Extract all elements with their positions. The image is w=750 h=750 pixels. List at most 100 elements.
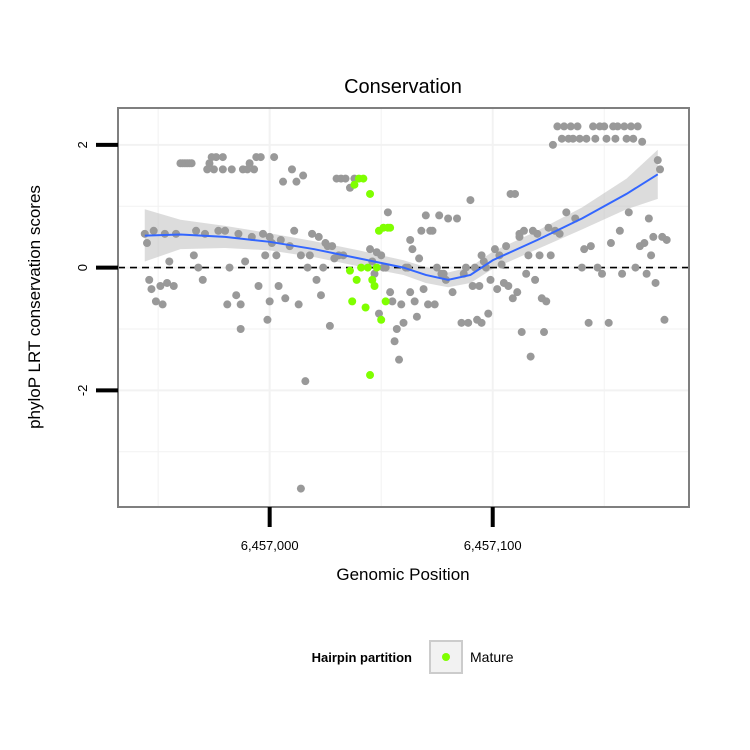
data-point: [274, 282, 283, 291]
data-point: [660, 315, 669, 324]
data-point: [203, 165, 212, 174]
data-point: [622, 134, 631, 143]
data-point: [142, 239, 151, 248]
data-point: [214, 226, 223, 235]
panel-border: [117, 107, 690, 508]
data-point: [535, 251, 544, 260]
data-point: [299, 171, 308, 180]
data-point: [479, 257, 488, 266]
data-point-mature: [350, 180, 359, 189]
data-point: [566, 122, 575, 131]
legend: Hairpin partition Mature: [312, 640, 514, 674]
data-point-mature: [368, 275, 377, 284]
data-point: [580, 245, 589, 254]
data-point: [198, 275, 207, 284]
data-point: [325, 321, 334, 330]
data-point: [303, 263, 312, 272]
data-point: [221, 226, 230, 235]
data-point: [591, 134, 600, 143]
data-point: [531, 275, 540, 284]
data-point-mature: [366, 371, 375, 380]
data-point: [606, 239, 615, 248]
data-point: [656, 165, 665, 174]
panel-border-layer: [117, 107, 690, 508]
x-tick-label: 6,457,000: [241, 538, 299, 553]
data-point: [388, 297, 397, 306]
data-point: [457, 318, 466, 327]
data-point: [615, 226, 624, 235]
data-point-mature: [345, 266, 354, 275]
data-point-mature: [348, 297, 357, 306]
data-point-mature: [370, 282, 379, 291]
smooth-line-layer: [144, 173, 659, 281]
data-point: [212, 153, 221, 162]
data-point: [245, 159, 254, 168]
data-point: [234, 229, 243, 238]
data-point: [448, 288, 457, 297]
data-point: [256, 153, 265, 162]
data-point: [453, 214, 462, 223]
loess-smooth-line: [144, 173, 659, 281]
data-point: [272, 251, 281, 260]
data-point: [468, 282, 477, 291]
data-point: [341, 174, 350, 183]
data-point: [493, 285, 502, 294]
y-axis-label: phyloP LRT conservation scores: [25, 185, 44, 429]
data-point: [504, 282, 513, 291]
data-point: [147, 285, 156, 294]
data-point: [189, 251, 198, 260]
data-point: [553, 122, 562, 131]
data-point-mature: [352, 275, 361, 284]
data-point: [629, 134, 638, 143]
legend-title: Hairpin partition: [312, 650, 412, 665]
legend-key-mature-dot: [442, 653, 450, 661]
data-point: [432, 263, 441, 272]
data-point: [651, 278, 660, 287]
data-point: [258, 229, 267, 238]
data-point: [296, 251, 305, 260]
data-point: [560, 122, 569, 131]
data-point: [392, 324, 401, 333]
data-point: [408, 245, 417, 254]
data-point: [600, 122, 609, 131]
data-point: [218, 153, 227, 162]
data-point: [140, 229, 149, 238]
data-point: [546, 251, 555, 260]
data-point: [638, 137, 647, 146]
data-point: [366, 245, 375, 254]
data-point: [165, 257, 174, 266]
data-point: [466, 196, 475, 205]
data-point: [430, 300, 439, 309]
data-point: [370, 269, 379, 278]
data-point: [502, 242, 511, 251]
data-point: [149, 226, 158, 235]
data-point: [613, 122, 622, 131]
data-point: [419, 285, 428, 294]
data-point-mature: [361, 303, 370, 312]
data-point: [653, 156, 662, 165]
data-point: [644, 214, 653, 223]
data-point: [314, 232, 323, 241]
y-axis: -2 0 2: [75, 141, 118, 396]
data-point: [540, 328, 549, 337]
data-point: [276, 235, 285, 244]
data-point: [209, 165, 218, 174]
data-point: [421, 211, 430, 220]
data-point: [557, 134, 566, 143]
data-point: [294, 300, 303, 309]
data-point: [424, 300, 433, 309]
data-point: [589, 122, 598, 131]
data-point: [395, 355, 404, 364]
data-point: [647, 251, 656, 260]
data-point: [261, 251, 270, 260]
y-tick-label: 2: [75, 141, 90, 148]
data-point: [444, 214, 453, 223]
data-point: [586, 242, 595, 251]
data-point: [263, 315, 272, 324]
data-point: [296, 484, 305, 493]
data-point: [158, 300, 167, 309]
data-point: [381, 263, 390, 272]
data-point: [386, 288, 395, 297]
data-point: [406, 235, 415, 244]
data-point: [604, 318, 613, 327]
